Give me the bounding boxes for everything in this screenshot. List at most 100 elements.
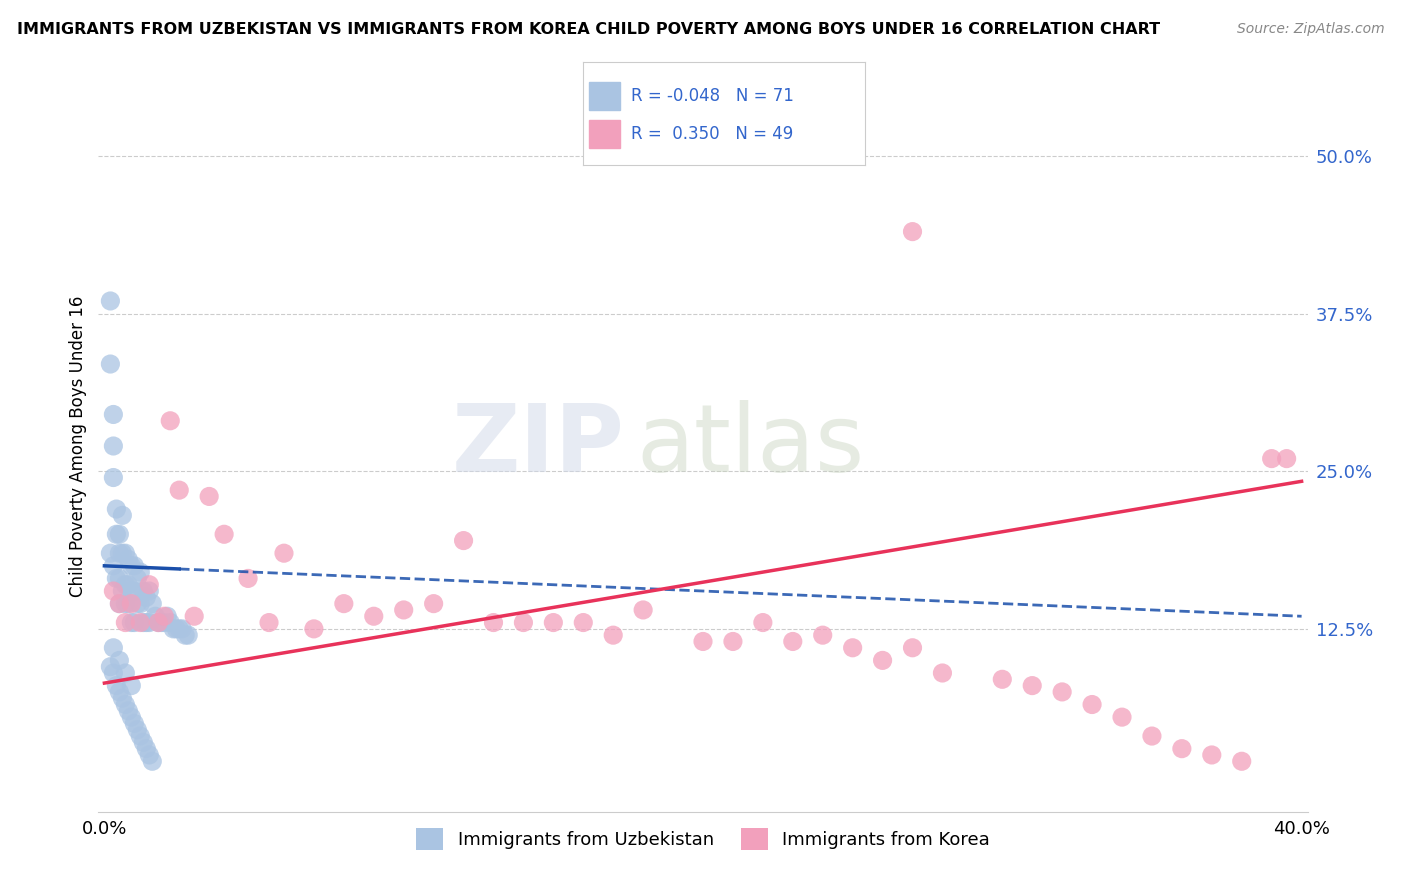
Point — [872, 653, 894, 667]
Text: Source: ZipAtlas.com: Source: ZipAtlas.com — [1237, 22, 1385, 37]
Point — [138, 615, 160, 630]
Point — [572, 615, 595, 630]
Point — [100, 546, 122, 560]
Point — [100, 357, 122, 371]
Point — [111, 546, 134, 560]
Point — [302, 622, 325, 636]
Point — [117, 704, 139, 718]
Point — [114, 597, 136, 611]
Point — [156, 609, 179, 624]
Point — [105, 527, 128, 541]
Text: R = -0.048   N = 71: R = -0.048 N = 71 — [631, 87, 794, 104]
Point — [901, 225, 924, 239]
Point — [124, 615, 146, 630]
Point — [141, 754, 163, 768]
Point — [333, 597, 356, 611]
Point — [138, 584, 160, 599]
Point — [482, 615, 505, 630]
Point — [422, 597, 444, 611]
Point — [782, 634, 804, 648]
Point — [138, 747, 160, 762]
Point — [111, 691, 134, 706]
Point — [108, 597, 131, 611]
Point — [167, 483, 190, 497]
Point — [901, 640, 924, 655]
Point — [124, 584, 146, 599]
Point — [273, 546, 295, 560]
Point — [105, 502, 128, 516]
Bar — [589, 120, 620, 148]
Point — [1081, 698, 1104, 712]
Point — [1260, 451, 1282, 466]
Text: IMMIGRANTS FROM UZBEKISTAN VS IMMIGRANTS FROM KOREA CHILD POVERTY AMONG BOYS UND: IMMIGRANTS FROM UZBEKISTAN VS IMMIGRANTS… — [17, 22, 1160, 37]
Point — [103, 640, 125, 655]
Point — [183, 609, 205, 624]
Point — [1230, 754, 1253, 768]
Point — [103, 558, 125, 573]
Point — [105, 679, 128, 693]
Point — [167, 622, 190, 636]
Point — [841, 640, 863, 655]
Point — [198, 490, 221, 504]
Point — [117, 597, 139, 611]
Point — [141, 597, 163, 611]
Point — [114, 546, 136, 560]
Point — [117, 578, 139, 592]
Point — [120, 710, 142, 724]
Point — [120, 584, 142, 599]
Point — [105, 571, 128, 585]
Point — [117, 552, 139, 566]
Point — [148, 615, 170, 630]
Point — [212, 527, 235, 541]
Point — [162, 622, 184, 636]
Point — [114, 578, 136, 592]
Point — [512, 615, 534, 630]
Point — [135, 741, 157, 756]
Point — [103, 470, 125, 484]
Point — [124, 716, 146, 731]
Point — [1021, 679, 1043, 693]
Point — [1275, 451, 1298, 466]
Point — [108, 527, 131, 541]
Point — [150, 615, 173, 630]
Point — [453, 533, 475, 548]
Point — [103, 439, 125, 453]
Point — [752, 615, 775, 630]
Bar — [589, 82, 620, 110]
Point — [257, 615, 280, 630]
Point — [120, 679, 142, 693]
Point — [153, 615, 176, 630]
Point — [159, 615, 181, 630]
Point — [124, 558, 146, 573]
Point — [991, 673, 1014, 687]
Point — [138, 578, 160, 592]
Point — [127, 571, 149, 585]
Point — [1050, 685, 1073, 699]
Point — [120, 597, 142, 611]
Point — [1171, 741, 1194, 756]
Point — [100, 293, 122, 308]
Point — [602, 628, 624, 642]
Point — [103, 408, 125, 422]
Point — [127, 597, 149, 611]
Point — [108, 571, 131, 585]
Point — [108, 685, 131, 699]
Point — [108, 597, 131, 611]
Point — [114, 615, 136, 630]
Point — [111, 508, 134, 523]
Point — [129, 615, 152, 630]
Point — [692, 634, 714, 648]
Point — [120, 615, 142, 630]
Point — [148, 615, 170, 630]
Point — [811, 628, 834, 642]
Y-axis label: Child Poverty Among Boys Under 16: Child Poverty Among Boys Under 16 — [69, 295, 87, 597]
Point — [103, 584, 125, 599]
Point — [127, 723, 149, 737]
Point — [132, 584, 155, 599]
Point — [177, 628, 200, 642]
Point — [172, 622, 194, 636]
Point — [108, 653, 131, 667]
Point — [143, 609, 166, 624]
Point — [931, 665, 953, 680]
Point — [135, 615, 157, 630]
